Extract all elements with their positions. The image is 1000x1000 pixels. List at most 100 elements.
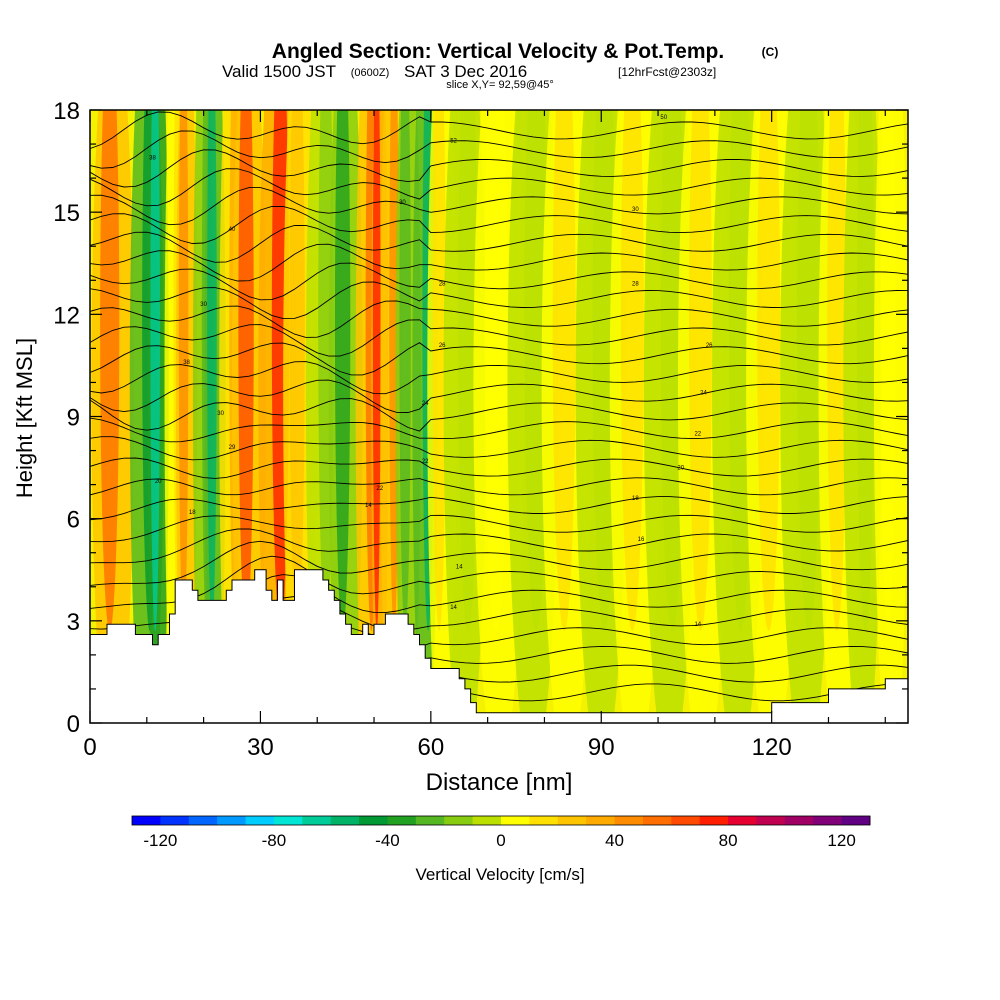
colorbar-swatch [387,816,417,825]
x-axis-label: Distance [nm] [426,769,573,796]
velocity-core [757,110,781,631]
theta-contour [90,319,908,357]
velocity-core [729,110,753,631]
colorbar-swatch [614,816,644,825]
y-tick-label: 3 [67,609,80,636]
contour-label: 26 [439,343,446,349]
contour-label: 24 [422,401,429,407]
velocity-core [238,110,254,631]
colorbar-swatch [501,816,530,825]
contour-label: 26 [706,343,713,349]
velocity-core [334,110,351,631]
colorbar-swatch [132,816,161,825]
colorbar-label: Vertical Velocity [cm/s] [415,865,584,884]
theta-contour [90,149,908,188]
colorbar-swatch [472,816,502,825]
y-tick-label: 18 [53,98,80,125]
title-unit: (C) [762,45,779,59]
y-tick-label: 6 [67,507,80,534]
colorbar-swatch [557,816,587,825]
theta-contour [90,379,908,413]
colorbar-swatch [217,816,247,825]
y-axis-label: Height [Kft MSL] [12,338,37,498]
velocity-core [620,110,644,631]
theta-contour [90,262,908,301]
theta-contour [90,457,908,479]
theta-contour [90,417,908,443]
colorbar-swatch [302,816,332,825]
theta-contour [90,224,908,263]
y-axis: 0 3 6 9 12 15 18 [53,98,908,738]
contour-label: 22 [694,432,701,438]
y-tick-label: 9 [67,405,80,432]
y-tick-label: 12 [53,302,80,329]
terrain-mask [90,569,908,723]
colorbar-swatch [728,816,757,825]
theta-contour [90,361,908,395]
theta-contour [90,281,908,320]
theta-contour [90,111,908,150]
velocity-core [484,110,508,631]
theta-contours [90,111,908,723]
y-tick-label: 0 [67,711,80,738]
colorbar-swatch [529,816,559,825]
theta-contour [90,243,908,282]
contour-label: 40 [229,227,236,233]
y-tick-label: 15 [53,200,80,227]
theta-contour [90,130,908,169]
contour-label: 28 [632,282,639,288]
contour-label: 14 [694,622,701,628]
theta-contour [90,436,908,461]
contour-label: 30 [217,411,224,417]
colorbar-tick-label: -40 [375,831,400,850]
contour-label: 18 [189,510,196,516]
colorbar-frame [131,815,871,826]
contour-label: 14 [456,564,463,570]
theta-contour [90,206,908,244]
velocity-core [552,110,576,631]
colorbar-tick-label: 0 [496,831,505,850]
velocity-core [827,110,847,631]
colorbar-swatch [586,816,616,825]
colorbar-tick-label: 120 [827,831,855,850]
valid-prefix: Valid 1500 JST [222,62,336,81]
colorbar-swatch [841,816,871,825]
colorbar-swatch [330,816,360,825]
velocity-core [880,110,896,631]
colorbar-swatch [245,816,275,825]
chart-title: Angled Section: Vertical Velocity & Pot.… [272,40,724,63]
colorbar-swatch [273,816,303,825]
theta-contour [90,496,908,521]
velocity-core [592,110,616,631]
valid-date: SAT 3 Dec 2016 [404,62,527,81]
colorbar-swatch [642,816,672,825]
contour-label: 50 [660,115,667,121]
plot-area: 38 40 30 38 30 29 20 18 22 14 52 50 30 30 28 28 26 26 24 24… [90,110,908,723]
theta-contour [90,528,908,564]
contour-label: 30 [632,207,639,213]
colorbar: -120 -80 -40 0 40 80 120 [131,815,871,850]
velocity-core [289,110,305,631]
contour-label: 16 [638,537,645,543]
theta-contour [90,514,908,543]
colorbar-tick-label: 40 [605,831,624,850]
theta-contour [90,477,908,496]
contour-label: 52 [450,139,457,145]
x-tick-label: 30 [247,734,274,761]
velocity-core [372,110,381,631]
contour-label: 24 [700,391,707,397]
colorbar-swatch [671,816,701,825]
colorbar-swatch [756,816,786,825]
contour-label: 30 [399,200,406,206]
x-tick-label: 90 [588,734,615,761]
velocity-core [399,110,411,631]
slice-info: slice X,Y= 92,59@45° [446,79,554,91]
contour-label: 18 [632,496,639,502]
colorbar-swatch [444,816,474,825]
x-tick-label: 120 [752,734,792,761]
velocity-core [150,110,160,631]
colorbar-tick-label: -120 [143,831,177,850]
colorbar-swatch [699,816,729,825]
theta-contour-labels: 38 40 30 38 30 29 20 18 22 14 52 50 30 30 28 28 26 26 24 24… [149,115,713,628]
